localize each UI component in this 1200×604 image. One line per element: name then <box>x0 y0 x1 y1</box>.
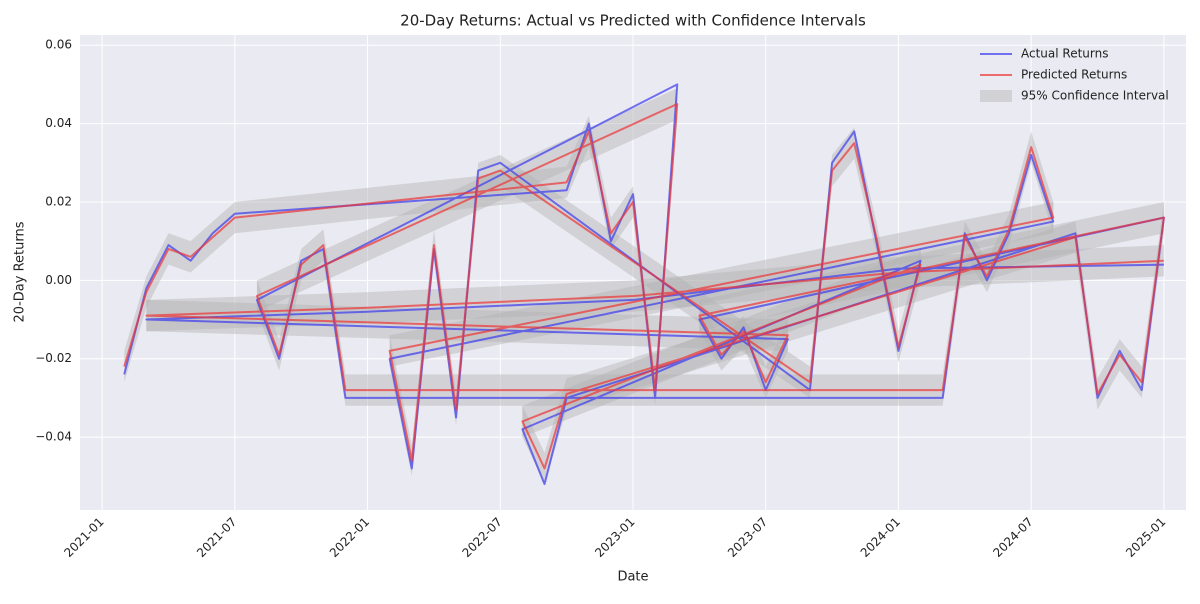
y-tick-label: 0.00 <box>45 273 72 287</box>
legend-label: Actual Returns <box>1021 47 1108 61</box>
x-axis-label: Date <box>617 570 648 585</box>
y-tick-label: 0.04 <box>45 116 72 130</box>
legend-swatch <box>980 90 1012 102</box>
series-line <box>123 102 1165 470</box>
x-tick-label: 2022-07 <box>460 515 505 560</box>
y-tick-label: 0.02 <box>45 194 72 208</box>
chart-title: 20-Day Returns: Actual vs Predicted with… <box>400 12 866 30</box>
legend-label: Predicted Returns <box>1021 68 1127 82</box>
y-axis-label: 20-Day Returns <box>13 221 28 322</box>
x-tick-label: 2021-07 <box>194 515 239 560</box>
y-tick-label: −0.04 <box>35 430 72 444</box>
x-tick-label: 2021-01 <box>61 515 106 560</box>
x-tick-label: 2023-01 <box>592 515 637 560</box>
x-tick-label: 2024-07 <box>990 515 1035 560</box>
x-tick-label: 2022-01 <box>327 515 372 560</box>
x-tick-label: 2023-07 <box>725 515 770 560</box>
y-tick-label: −0.02 <box>35 351 72 365</box>
x-tick-label: 2025-01 <box>1123 515 1168 560</box>
x-tick-label: 2024-01 <box>858 515 903 560</box>
y-tick-label: 0.06 <box>45 38 72 52</box>
legend-label: 95% Confidence Interval <box>1021 89 1169 103</box>
